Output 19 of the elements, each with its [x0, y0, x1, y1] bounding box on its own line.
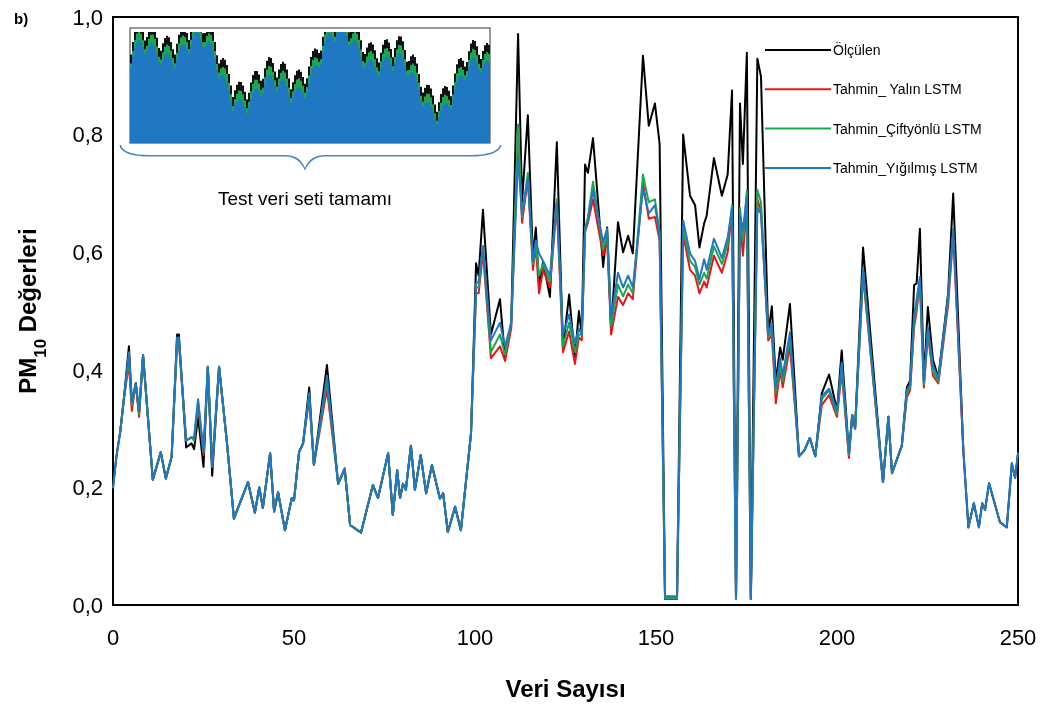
legend-label: Ölçülen: [833, 41, 881, 58]
legend-label: Tahmin_ Yalın LSTM: [833, 81, 962, 98]
x-tick-label: 200: [818, 625, 856, 650]
x-tick-label: 0: [106, 625, 120, 650]
x-tick-label: 250: [999, 625, 1037, 650]
y-tick-label: 0,6: [72, 239, 103, 265]
annotation: Test veri seti tamamı: [217, 188, 393, 209]
y-tick-label: 0,4: [72, 357, 103, 383]
x-tick-label: 100: [456, 625, 494, 650]
y-tick-label: 0,0: [72, 592, 103, 618]
y-tick-label: 1,0: [72, 4, 103, 30]
x-tick-label: 150: [637, 625, 675, 650]
y-tick-label: 0,2: [72, 475, 103, 501]
legend-label: Tahmin_Çiftyönlü LSTM: [833, 120, 982, 137]
x-axis-title: Veri Sayısı: [505, 675, 626, 702]
text: b): [14, 10, 29, 27]
y-tick-label: 0,8: [72, 122, 103, 148]
x-tick-label: 50: [281, 625, 307, 650]
legend-label: Tahmin_Yığılmış LSTM: [833, 159, 978, 176]
